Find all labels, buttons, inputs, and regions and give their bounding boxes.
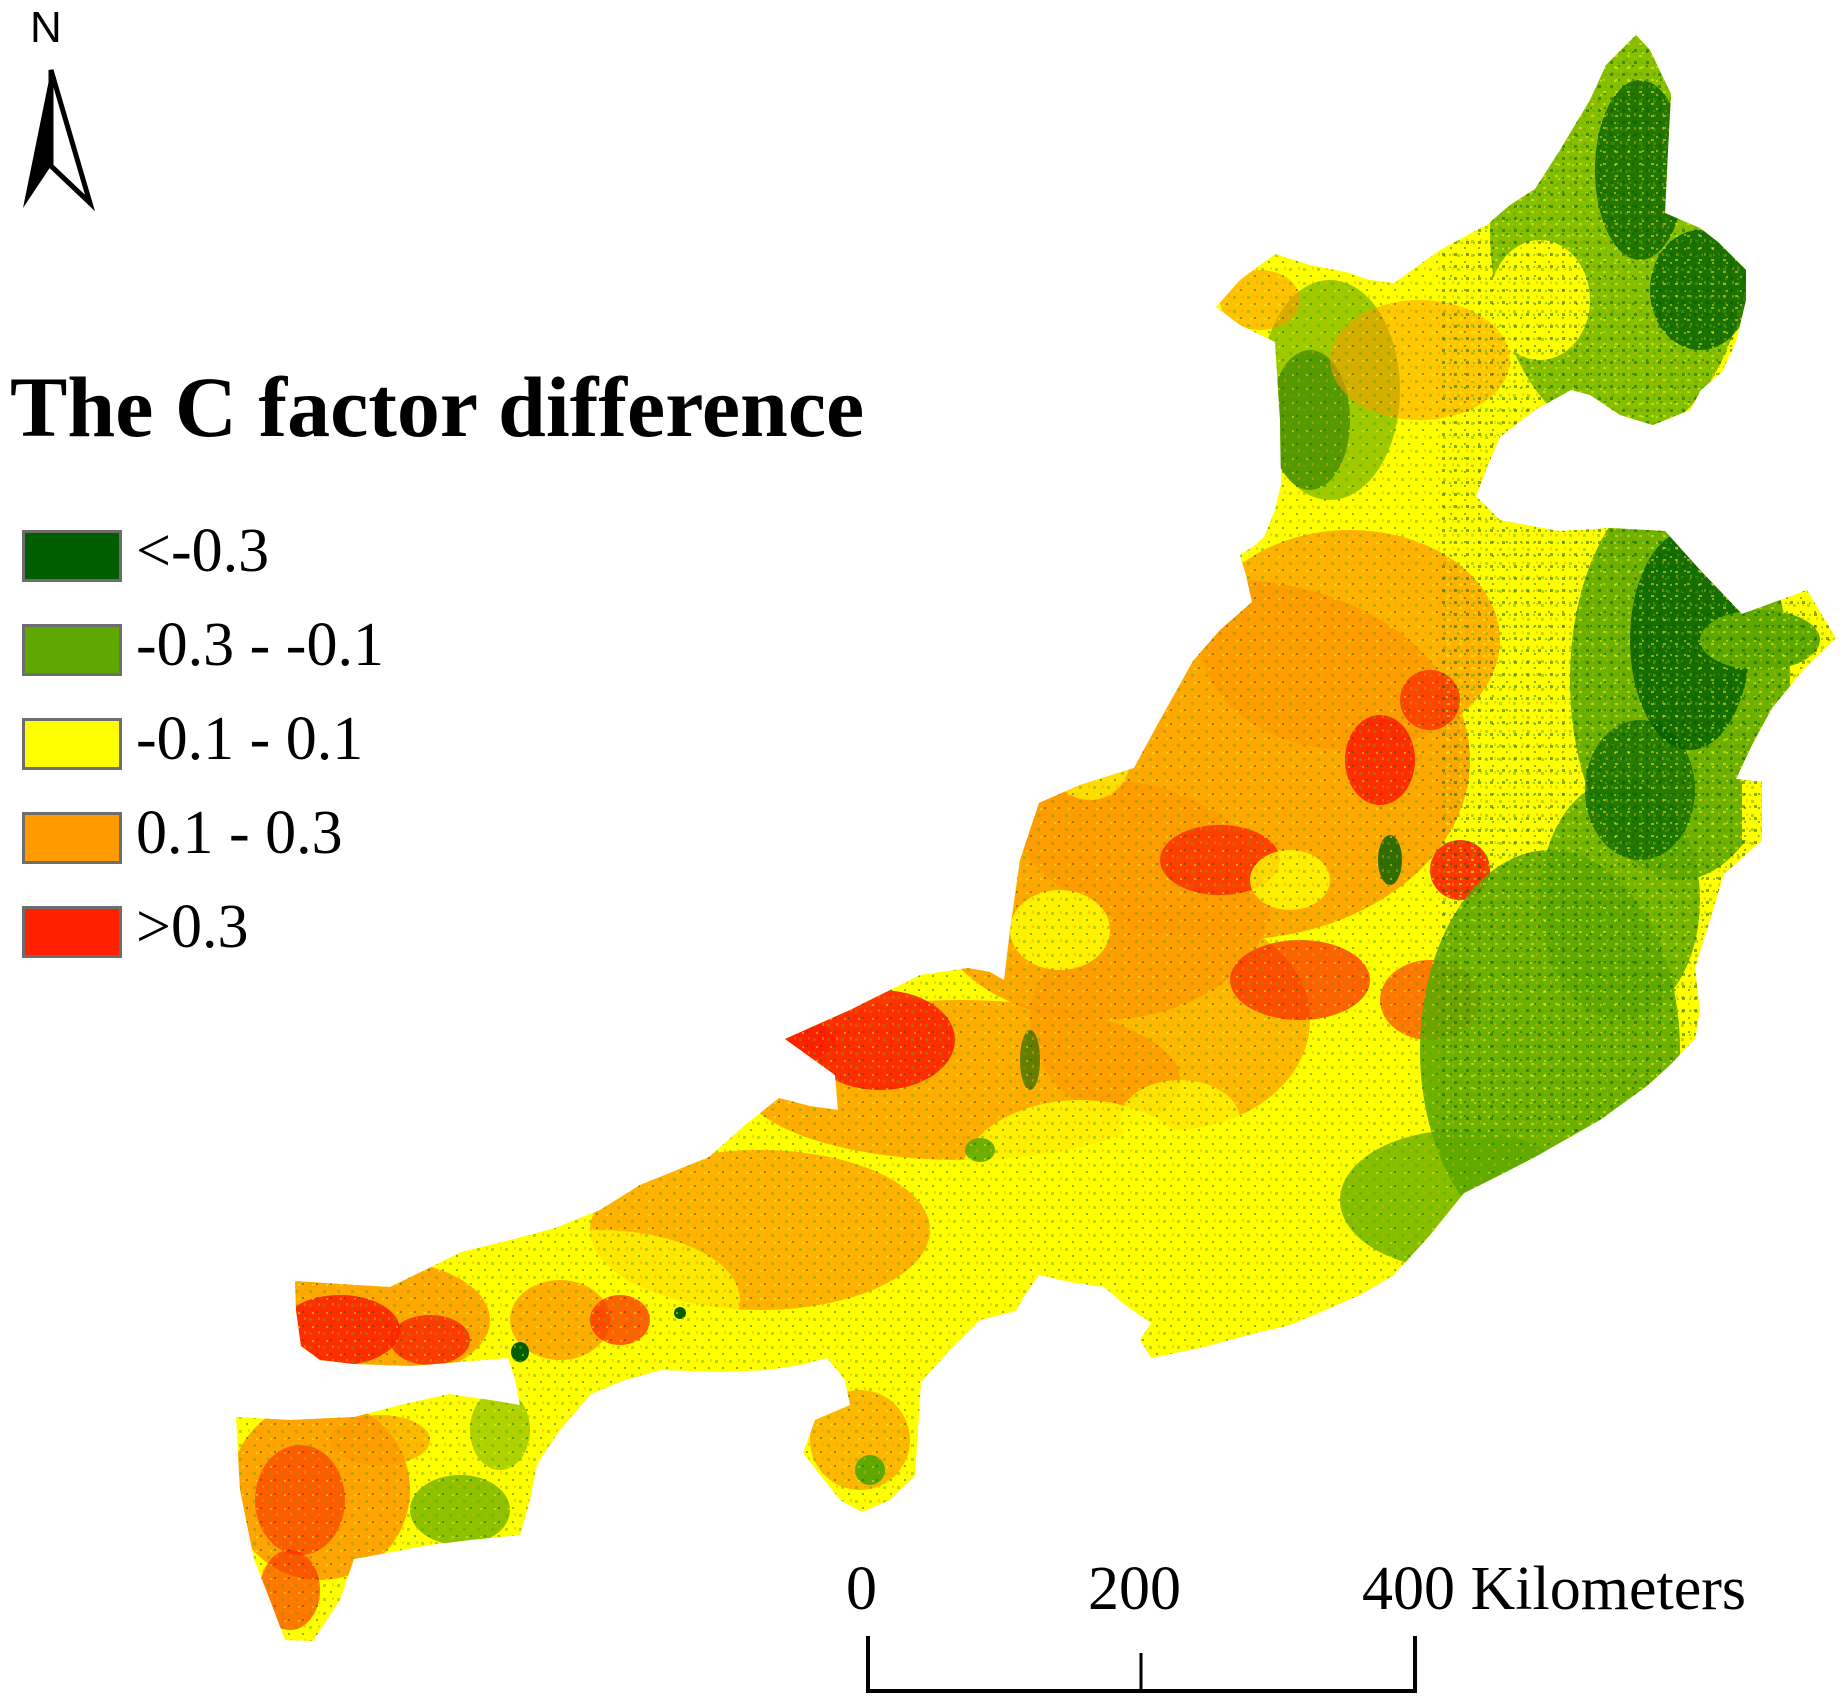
legend-swatch-yellow [22, 718, 122, 770]
scale-tick-200: 200 [1088, 1555, 1181, 1623]
legend-swatch-orange [22, 812, 122, 864]
legend-title: The C factor difference [10, 359, 865, 455]
legend-label: >0.3 [136, 893, 249, 961]
legend-label: -0.3 - -0.1 [136, 611, 384, 679]
scale-tick-400: 400 Kilometers [1362, 1555, 1746, 1623]
north-label: N [30, 3, 62, 52]
legend-label: <-0.3 [136, 517, 270, 585]
legend-label: 0.1 - 0.3 [136, 799, 343, 867]
north-arrow-icon [23, 69, 96, 212]
legend-swatch-red [22, 906, 122, 958]
legend-swatch-green [22, 624, 122, 676]
legend-swatch-dark-green [22, 530, 122, 582]
scale-tick-0: 0 [846, 1555, 877, 1623]
legend-label: -0.1 - 0.1 [136, 705, 364, 773]
